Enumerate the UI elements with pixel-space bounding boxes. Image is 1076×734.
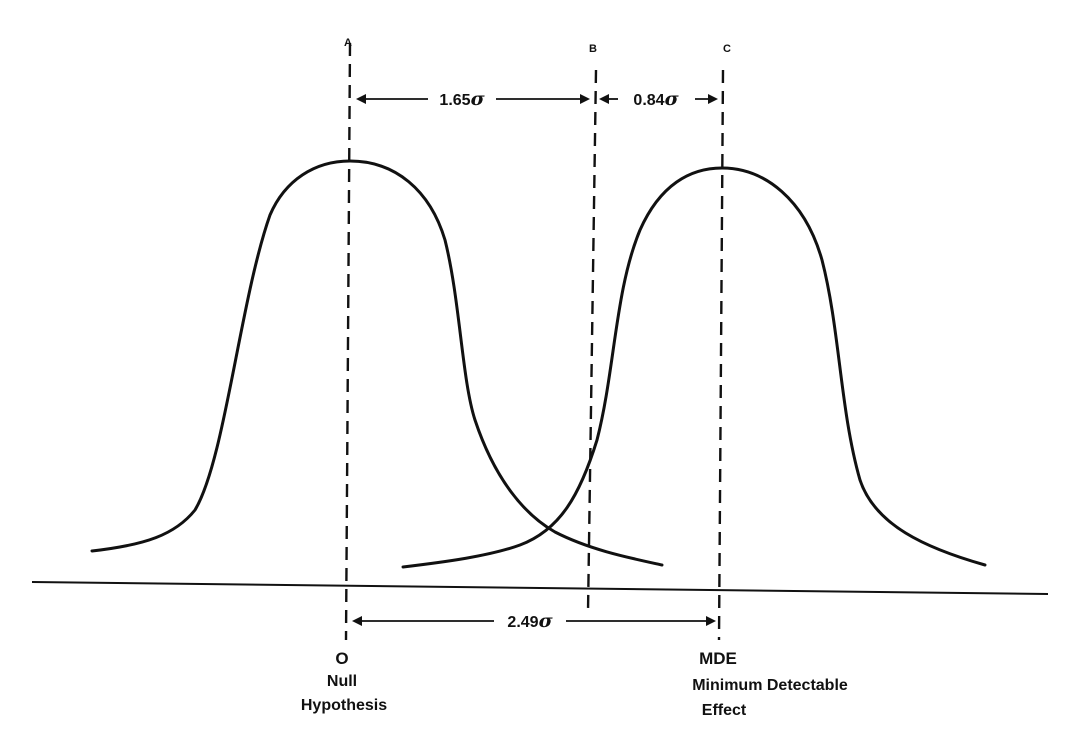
line-c-mde-mean <box>717 69 725 641</box>
arrow-a-to-c <box>352 616 716 626</box>
line-a-null-mean <box>344 42 352 641</box>
mde-label-line2: Effect <box>702 702 747 719</box>
mde-label-line1: Minimum Detectable <box>692 677 848 694</box>
sigma-symbol: σ <box>539 610 554 632</box>
line-b-critical-value <box>586 69 598 613</box>
marker-c-label: C <box>723 43 731 55</box>
baseline-axis <box>31 581 1049 595</box>
distance-a-to-c-label: 2.49σ <box>507 610 553 632</box>
mde-label: MDE <box>699 649 737 668</box>
marker-b-label: B <box>589 43 597 55</box>
mde-distribution-curve <box>401 166 987 569</box>
distance-b-to-c-label: 0.84σ <box>633 88 679 110</box>
origin-label: O <box>335 649 348 668</box>
marker-a-label: A <box>344 37 352 49</box>
null-label-line2: Hypothesis <box>301 697 387 714</box>
arrow-a-to-b <box>356 94 590 104</box>
arrow-b-to-c <box>599 94 718 104</box>
sigma-symbol: σ <box>665 88 680 110</box>
distance-a-to-b-label: 1.65σ <box>439 88 485 110</box>
null-label-line1: Null <box>327 673 357 690</box>
null-distribution-curve <box>90 159 664 567</box>
sigma-symbol: σ <box>471 88 486 110</box>
